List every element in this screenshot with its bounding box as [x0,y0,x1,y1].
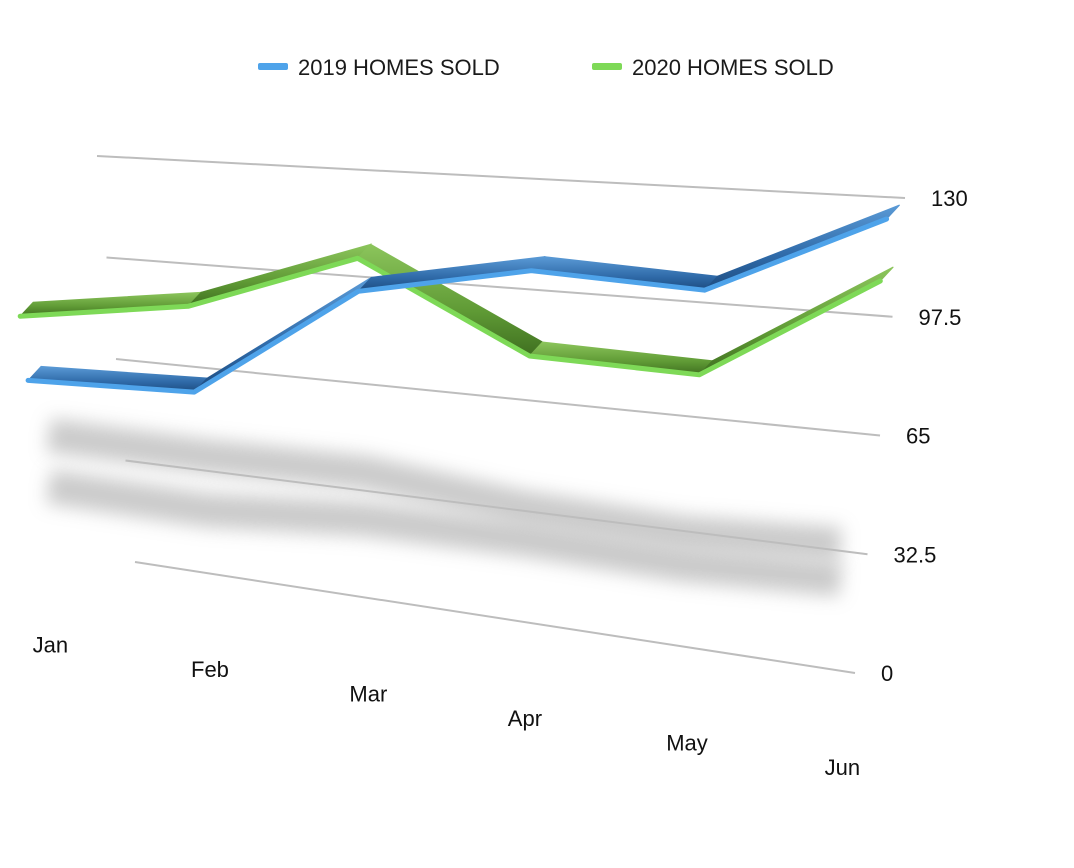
x-tick-label: Jun [825,755,860,780]
x-tick-label: Feb [191,657,229,682]
series-line [17,255,883,378]
gridline [125,459,868,556]
data-point [878,278,883,283]
gridline [106,256,893,318]
data-point [884,217,889,222]
gridlines [96,155,906,674]
data-point [192,390,197,395]
x-tick-label: Mar [349,682,387,707]
y-tick-label: 0 [881,661,893,686]
data-point [529,268,534,273]
x-tick-label: Jan [33,633,68,658]
x-axis-ticks: Jan Feb Mar Apr May Jun [33,633,860,780]
y-tick-label: 97.5 [919,305,962,330]
data-point [697,372,702,377]
data-point [702,288,707,293]
data-point [356,289,361,294]
legend-swatch [258,63,288,70]
gridline [134,561,856,674]
data-point [26,378,31,383]
x-tick-label: May [666,730,708,755]
x-tick-label: Apr [508,706,542,731]
series-shadow [46,469,843,597]
legend: 2019 HOMES SOLD 2020 HOMES SOLD [258,55,834,80]
data-point [18,314,23,319]
series-layer [17,204,900,395]
data-point [527,353,532,358]
gridline [115,358,881,437]
y-tick-label: 130 [931,186,968,211]
series-shadows [46,418,843,597]
legend-swatch [592,63,622,70]
gridline [96,155,906,199]
series-2 [17,243,894,378]
data-point [355,256,360,261]
y-axis-ticks: 0 32.5 65 97.5 130 [881,186,968,686]
legend-label: 2020 HOMES SOLD [632,55,834,80]
data-point [186,304,191,309]
legend-label: 2019 HOMES SOLD [298,55,500,80]
y-tick-label: 32.5 [894,542,937,567]
series-1 [25,204,900,395]
series-line [25,216,890,395]
y-tick-label: 65 [906,424,930,449]
